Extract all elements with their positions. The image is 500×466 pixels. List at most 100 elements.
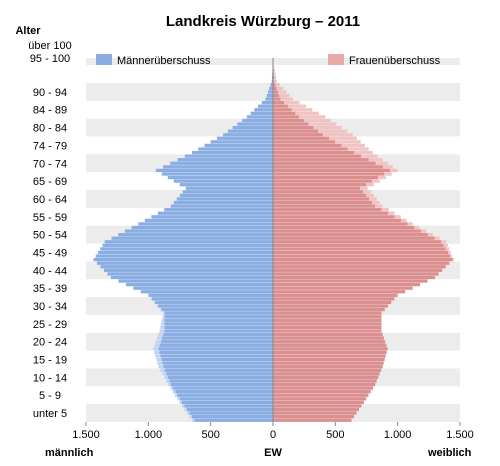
male-bar xyxy=(164,311,273,315)
female-bar xyxy=(273,261,450,265)
female-bar xyxy=(273,272,439,276)
female-bar xyxy=(273,140,336,144)
female-bar xyxy=(273,379,377,383)
x-tick-label: 500 xyxy=(326,429,344,441)
female-surplus-bar xyxy=(369,197,377,201)
female-bar xyxy=(273,268,443,272)
female-surplus-bar xyxy=(274,79,277,83)
male-bar xyxy=(179,397,273,401)
female-bar xyxy=(273,257,453,262)
male-bar xyxy=(184,154,273,158)
male-bar xyxy=(223,133,273,137)
male-bar xyxy=(182,190,273,194)
male-surplus-bar xyxy=(189,415,192,419)
female-bar xyxy=(273,197,370,201)
female-bar xyxy=(273,193,367,198)
female-bar xyxy=(273,282,421,287)
female-bar xyxy=(273,250,449,255)
female-surplus-bar xyxy=(273,65,275,69)
male-bar xyxy=(158,304,273,308)
male-surplus-bar xyxy=(159,329,165,333)
female-surplus-bar xyxy=(308,122,337,126)
female-bar xyxy=(273,297,395,301)
male-bar xyxy=(118,279,273,283)
female-bar xyxy=(273,86,277,90)
x-tick-label: 1.000 xyxy=(135,429,163,441)
female-surplus-bar xyxy=(421,229,427,233)
female-bar xyxy=(273,307,385,312)
female-bar xyxy=(273,318,382,322)
male-bar xyxy=(246,115,273,119)
male-surplus-bar xyxy=(160,325,165,330)
male-surplus-bar xyxy=(161,318,165,322)
male-bar xyxy=(163,365,273,369)
male-bar xyxy=(194,418,273,422)
female-bar xyxy=(273,347,388,351)
male-bar xyxy=(186,407,273,412)
female-bar xyxy=(273,150,355,155)
female-surplus-bar xyxy=(280,97,293,101)
female-bar xyxy=(273,350,387,355)
male-surplus-bar xyxy=(184,407,187,412)
female-bar xyxy=(273,315,382,319)
male-bar xyxy=(269,86,273,90)
female-surplus-bar xyxy=(341,143,365,148)
male-bar xyxy=(173,179,273,183)
age-label: 65 - 69 xyxy=(33,176,67,188)
male-bar xyxy=(151,297,273,301)
male-bar xyxy=(198,147,273,151)
male-bar xyxy=(185,186,273,190)
female-surplus-bar xyxy=(449,261,451,265)
male-surplus-bar xyxy=(161,322,165,326)
age-label: 74 - 79 xyxy=(33,140,67,152)
age-label: unter 5 xyxy=(33,408,67,420)
male-bar xyxy=(100,265,273,269)
female-surplus-bar xyxy=(273,68,275,73)
x-tick-label: 1.500 xyxy=(446,429,474,441)
male-bar xyxy=(96,261,273,265)
male-bar xyxy=(270,83,273,87)
male-bar xyxy=(250,111,273,115)
female-bar xyxy=(273,158,369,162)
female-surplus-bar xyxy=(378,175,386,180)
female-surplus-bar xyxy=(366,193,374,198)
male-bar xyxy=(177,393,273,397)
female-bar xyxy=(273,311,382,315)
male-surplus-bar xyxy=(157,361,163,365)
female-surplus-bar xyxy=(322,133,353,137)
male-bar xyxy=(151,215,273,219)
female-surplus-bar xyxy=(276,86,284,90)
legend-female-label: Frauenüberschuss xyxy=(349,55,441,67)
male-bar xyxy=(173,386,273,390)
female-bar xyxy=(273,265,446,269)
female-surplus-bar xyxy=(427,233,433,237)
female-bar xyxy=(273,343,387,347)
male-bar xyxy=(161,172,273,176)
age-label: 5 - 9 xyxy=(39,390,61,402)
age-label: 60 - 64 xyxy=(33,194,67,206)
female-surplus-bar xyxy=(434,236,440,240)
female-surplus-bar xyxy=(295,111,319,115)
male-bar xyxy=(154,300,273,305)
male-bar xyxy=(161,307,273,312)
female-bar xyxy=(273,411,357,415)
female-bar xyxy=(273,254,451,258)
legend-male-swatch xyxy=(96,54,112,65)
female-bar xyxy=(273,100,285,105)
male-bar xyxy=(104,240,273,244)
male-bar xyxy=(110,275,273,280)
male-bar xyxy=(107,272,274,276)
x-center-label: EW xyxy=(264,447,282,459)
male-bar xyxy=(271,75,273,80)
female-bar xyxy=(273,354,386,358)
male-bar xyxy=(125,282,273,287)
female-bar xyxy=(273,240,442,244)
female-bar xyxy=(273,404,362,408)
female-bar xyxy=(273,122,309,126)
female-bar xyxy=(273,357,385,362)
female-surplus-bar xyxy=(291,108,313,112)
female-bar xyxy=(273,375,379,380)
male-surplus-bar xyxy=(177,397,180,401)
